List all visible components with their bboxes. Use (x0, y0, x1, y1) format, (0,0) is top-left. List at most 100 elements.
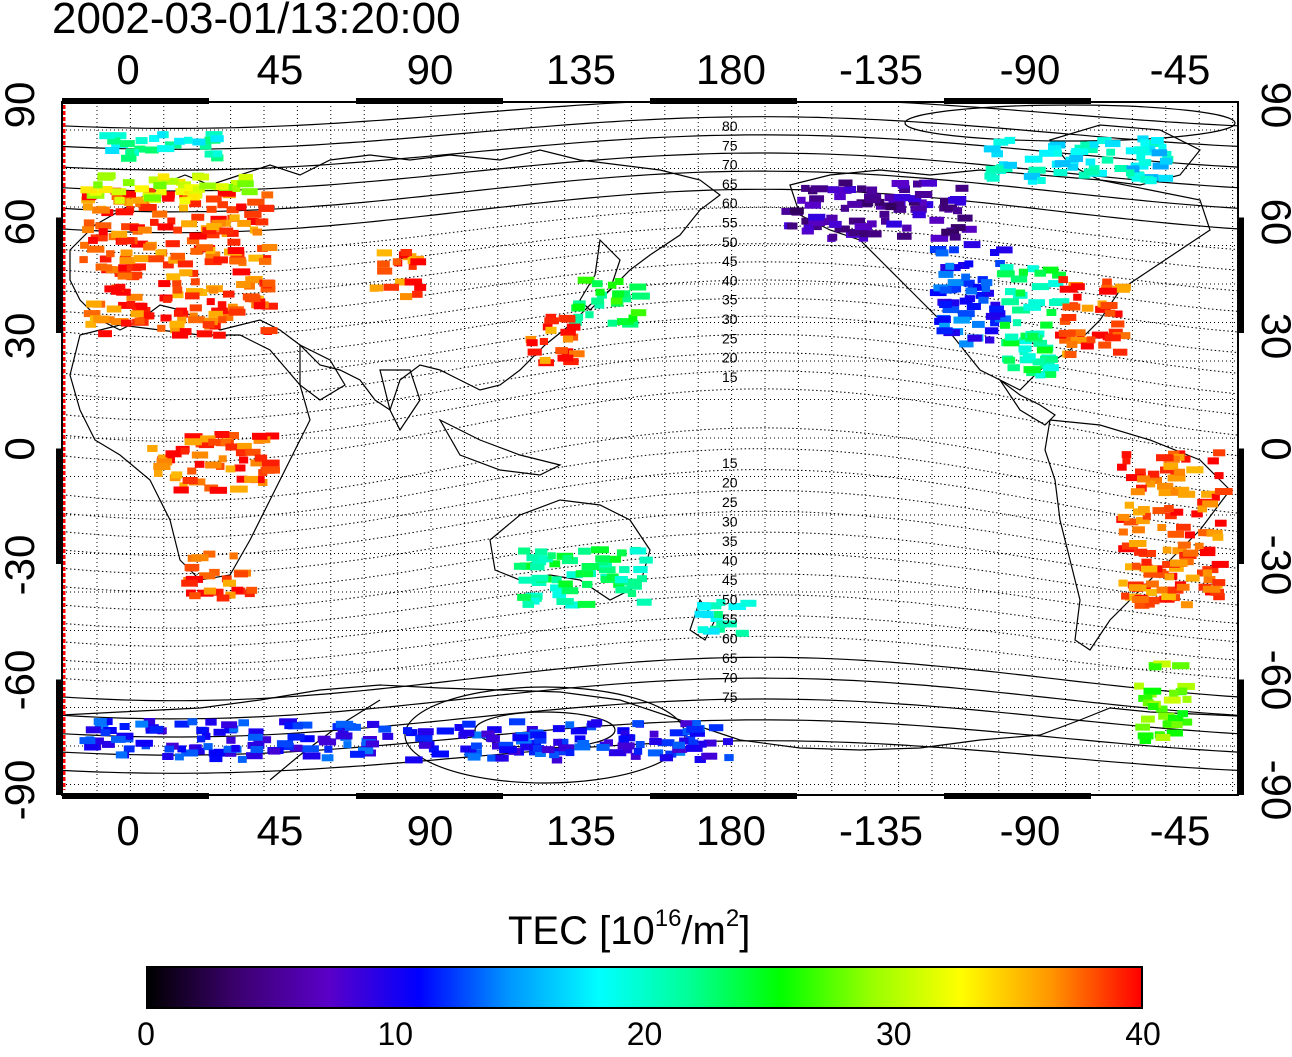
tec-cell (517, 593, 531, 601)
tec-cell (405, 756, 423, 764)
tec-cell (608, 749, 627, 757)
tec-cell (1049, 141, 1066, 149)
tec-cell (152, 210, 168, 218)
tec-cell (522, 600, 535, 608)
tec-cell (1131, 596, 1149, 603)
tec-cell (723, 738, 733, 746)
frame-segment (944, 98, 1091, 104)
tec-cell (377, 267, 393, 275)
tec-cell (1136, 153, 1146, 161)
tec-cell (1034, 269, 1046, 277)
tec-cell (996, 246, 1013, 254)
tec-cell (566, 323, 581, 331)
tec-cell (1212, 533, 1224, 541)
tec-cell (1144, 177, 1157, 185)
tec-cell (598, 566, 616, 574)
tec-cell (993, 138, 1009, 146)
tec-cell (1122, 457, 1131, 465)
tec-cell (134, 317, 145, 325)
tec-cell (1036, 346, 1053, 354)
tec-cell (1071, 148, 1089, 155)
tec-cell (172, 291, 184, 299)
tec-cell (202, 732, 211, 740)
tec-cell (808, 213, 826, 221)
tec-cell (464, 749, 482, 757)
tec-cell (1197, 505, 1208, 513)
tec-cell (526, 554, 539, 562)
tec-cell (1167, 586, 1184, 594)
tec-cell (544, 317, 559, 325)
tec-cell (1131, 562, 1141, 570)
tec-cell (981, 285, 991, 292)
contour-label: 70 (722, 670, 738, 686)
tec-cell (319, 738, 337, 746)
tec-cell (302, 752, 321, 760)
tec-cell (710, 615, 723, 622)
tec-cell (163, 295, 172, 303)
tec-cell (621, 295, 632, 303)
tec-cell (911, 198, 920, 206)
contour-label: 45 (722, 253, 738, 269)
tec-cell (225, 443, 238, 451)
tec-cell (209, 150, 223, 158)
tec-cell (1207, 457, 1219, 465)
tec-cell (1005, 288, 1016, 296)
colorbar-title: TEC [1016/m2] (508, 905, 751, 953)
tec-cell (324, 745, 333, 753)
tec-cell (607, 281, 617, 289)
tec-cell (577, 600, 596, 608)
tec-cell (1182, 549, 1199, 557)
tec-cell (1042, 266, 1059, 274)
tec-cell (184, 433, 203, 441)
tec-cell (88, 236, 98, 244)
tec-cell (591, 297, 605, 305)
tec-cell (1163, 462, 1179, 470)
contour-label: 20 (722, 475, 738, 491)
tec-cell (499, 746, 517, 754)
tec-cell (1015, 289, 1026, 297)
tec-cell (1176, 523, 1191, 531)
latitude-tick-label-right: 60 (1253, 199, 1292, 246)
tec-cell (210, 135, 224, 143)
tec-cell (187, 718, 198, 726)
tec-cell (557, 354, 574, 362)
tec-cell (524, 739, 542, 747)
tec-cell (222, 290, 235, 298)
tec-cell (471, 742, 482, 750)
tec-cell (237, 219, 251, 227)
tec-cell (111, 318, 129, 326)
tec-cell (1086, 336, 1096, 344)
tec-cell (614, 278, 624, 285)
tec-cell (1138, 506, 1150, 513)
tec-cell (1157, 524, 1167, 531)
tec-cell (633, 747, 643, 755)
tec-cell (220, 439, 231, 447)
contour-label: 20 (722, 350, 738, 366)
contour-label: 30 (722, 311, 738, 327)
tec-cell (199, 142, 212, 150)
tec-cell (990, 319, 1000, 327)
magnetic-contour-line (62, 635, 1238, 684)
tec-cell (117, 237, 135, 245)
tec-cell (978, 296, 989, 304)
tec-cell (539, 356, 551, 364)
magnetic-contour-line (62, 677, 1238, 720)
tec-cell (701, 752, 718, 760)
tec-cell (1156, 454, 1174, 462)
tec-cell (106, 250, 115, 258)
magnetic-contour-line (62, 333, 1238, 401)
tec-cell (577, 740, 590, 747)
tec-cell (1106, 148, 1116, 156)
tec-cell (93, 181, 103, 189)
tec-cell (203, 743, 213, 751)
tec-cell (965, 287, 978, 295)
tec-cell (185, 292, 200, 300)
tec-cell (177, 745, 187, 753)
tec-cell (530, 731, 547, 739)
tec-cell (208, 438, 223, 446)
tec-cell (1211, 493, 1220, 501)
tec-cell (1136, 517, 1150, 525)
tec-cell (532, 745, 545, 752)
tec-cell (1004, 136, 1016, 144)
tec-cell (1156, 586, 1170, 594)
